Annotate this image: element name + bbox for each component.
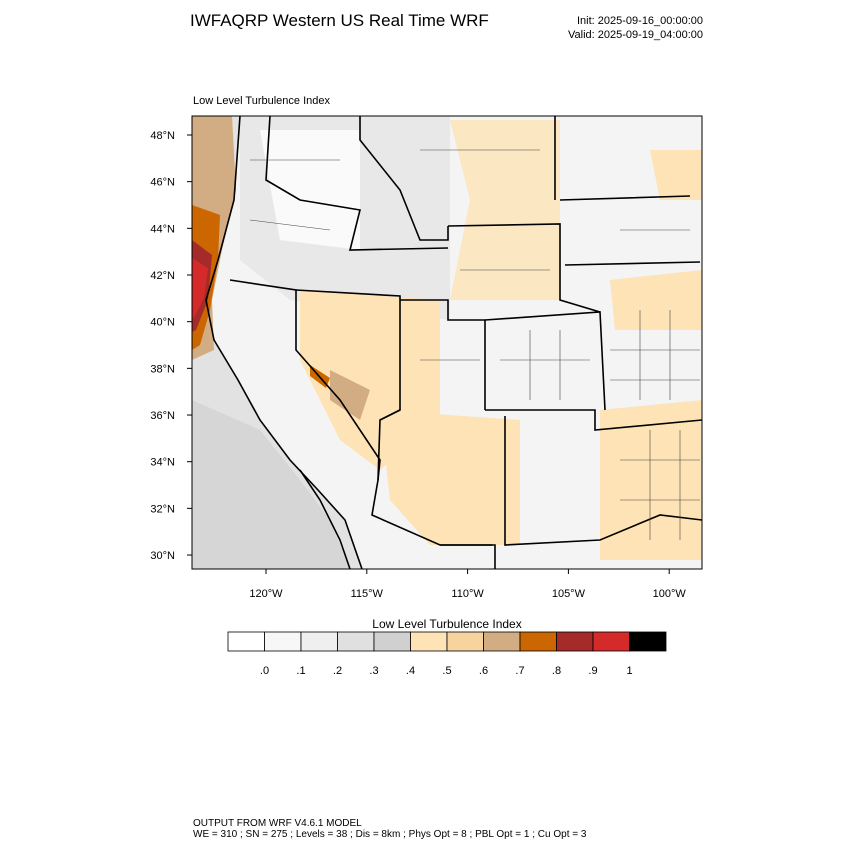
colorbar-box xyxy=(300,631,338,652)
colorbar-box xyxy=(629,631,667,652)
colorbar-label: .2 xyxy=(333,665,342,677)
colorbar-label: .1 xyxy=(296,665,305,677)
colorbar-box xyxy=(373,631,411,652)
colorbar-label: .3 xyxy=(369,665,378,677)
lat-label: 30°N xyxy=(150,550,175,562)
colorbar-label: .8 xyxy=(552,665,561,677)
colorbar-box xyxy=(264,631,302,652)
lon-label: 110°W xyxy=(451,588,484,600)
colorbar-label: .7 xyxy=(515,665,524,677)
colorbar-label: .4 xyxy=(406,665,415,677)
lat-label: 44°N xyxy=(150,223,175,235)
lat-label: 48°N xyxy=(150,130,175,142)
lat-label: 42°N xyxy=(150,270,175,282)
lon-label: 115°W xyxy=(351,588,384,600)
colorbar-label: .0 xyxy=(260,665,269,677)
colorbar-box xyxy=(592,631,630,652)
lon-label: 120°W xyxy=(249,588,283,600)
map: 48°N 46°N 44°N 42°N 40°N 38°N 36°N 34°N 32°N 30°N… xyxy=(150,115,703,600)
colorbar-box xyxy=(446,631,484,652)
lat-label: 32°N xyxy=(150,503,175,515)
colorbar-label: .5 xyxy=(442,665,451,677)
colorbar-box xyxy=(519,631,557,652)
colorbar-box xyxy=(410,631,448,652)
colorbar-box xyxy=(227,631,265,652)
main-title: IWFAQRP Western US Real Time WRF xyxy=(190,11,489,30)
colorbar-label: .6 xyxy=(479,665,488,677)
map-frame xyxy=(191,115,703,570)
colorbar-label: .9 xyxy=(588,665,597,677)
lat-label: 36°N xyxy=(150,410,175,422)
map-title: Low Level Turbulence Index xyxy=(193,95,330,107)
colorbar-box xyxy=(556,631,594,652)
colorbar-label: 1 xyxy=(626,665,632,677)
colorbar-title: Low Level Turbulence Index xyxy=(372,617,521,631)
lat-label: 46°N xyxy=(150,177,175,189)
footer-line: OUTPUT FROM WRF V4.6.1 MODEL xyxy=(193,818,362,829)
colorbar: .0 .1 .2 .3 .4 .5 .6 .7 .8 .9 1 xyxy=(227,631,667,677)
colorbar-box xyxy=(483,631,521,652)
lat-label: 34°N xyxy=(150,457,175,469)
lon-label: 105°W xyxy=(552,588,586,600)
lon-label: 100°W xyxy=(653,588,687,600)
lat-label: 40°N xyxy=(150,317,175,329)
lat-label: 38°N xyxy=(150,363,175,375)
valid-time: Valid: 2025-09-19_04:00:00 xyxy=(568,29,703,41)
init-time: Init: 2025-09-16_00:00:00 xyxy=(577,15,703,27)
colorbar-box xyxy=(337,631,375,652)
footer-line: WE = 310 ; SN = 275 ; Levels = 38 ; Dis … xyxy=(193,829,587,840)
